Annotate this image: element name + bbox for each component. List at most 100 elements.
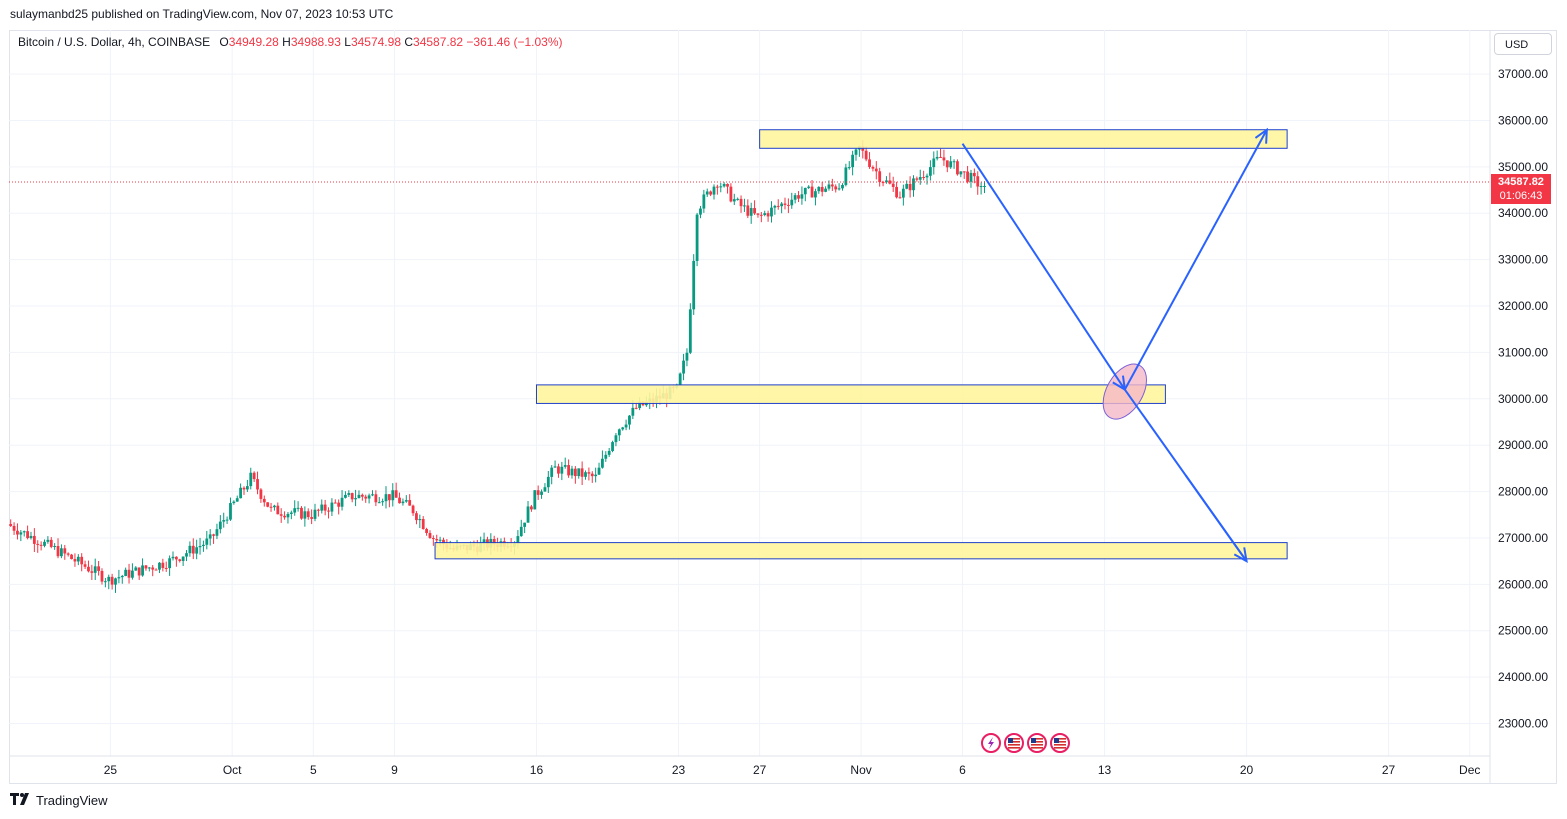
candle-body	[800, 194, 804, 199]
low-value: 34574.98	[350, 35, 401, 49]
candle-body	[810, 186, 814, 198]
open-value: 34949.28	[228, 35, 279, 49]
candle-body	[563, 465, 567, 467]
candle-body	[871, 167, 875, 169]
candle-body	[215, 529, 219, 536]
candle-body	[530, 506, 533, 510]
candle-body	[797, 195, 800, 199]
candle-body	[834, 186, 838, 190]
candle-body	[557, 466, 560, 474]
candle-body	[692, 260, 696, 310]
candle-body	[394, 490, 398, 498]
candle-body	[682, 360, 685, 374]
candle-body	[749, 208, 753, 216]
candle-body	[766, 213, 770, 217]
candle-body	[587, 472, 591, 474]
candle-body	[864, 150, 868, 160]
candle-body	[22, 531, 26, 533]
candle-body	[895, 186, 898, 198]
candle-body	[218, 521, 222, 530]
candle-body	[442, 539, 445, 545]
candle-body	[70, 554, 73, 560]
candle-body	[908, 183, 912, 191]
candle-body	[780, 203, 784, 207]
candle-body	[942, 157, 946, 161]
candle-body	[729, 186, 733, 202]
candle-body	[87, 566, 90, 572]
projection-drawings	[961, 127, 1268, 564]
price-tick-label: 36000.00	[1498, 113, 1548, 127]
candle-body	[976, 176, 980, 187]
candle-body	[347, 493, 351, 495]
candle-body	[73, 559, 77, 562]
time-axis: 25 Oct 5 9 16 23 27 Nov 6 13 20 27 Dec	[104, 763, 1481, 777]
candle-body	[712, 186, 716, 195]
flag-stripe	[1031, 747, 1043, 749]
candle-body	[151, 567, 155, 570]
candle-body	[807, 186, 811, 188]
candle-body	[266, 502, 270, 507]
chart-legend: Bitcoin / U.S. Dollar, 4h, COINBASE O349…	[18, 35, 563, 49]
candle-body	[607, 450, 611, 455]
price-tick-label: 24000.00	[1498, 670, 1548, 684]
symbol-name[interactable]: Bitcoin / U.S. Dollar, 4h, COINBASE	[18, 35, 211, 49]
candle-body	[722, 183, 726, 187]
time-tick-label: 13	[1098, 763, 1112, 777]
candle-body	[296, 507, 300, 509]
candle-body	[536, 490, 540, 495]
candle-body	[428, 532, 432, 539]
candle-body	[333, 502, 337, 504]
candle-body	[303, 511, 307, 519]
price-tick-label: 31000.00	[1498, 345, 1548, 359]
candle-body	[715, 186, 719, 188]
flag-stripe	[1031, 738, 1043, 740]
candle-body	[523, 522, 527, 527]
candle-body	[790, 199, 794, 206]
candle-body	[425, 529, 428, 533]
price-tick-label: 33000.00	[1498, 253, 1548, 267]
candle-body	[46, 539, 50, 542]
candle-body	[628, 415, 631, 425]
candle-body	[756, 213, 760, 215]
candle-body	[421, 519, 425, 530]
candle-body	[492, 538, 496, 545]
candle-body	[631, 407, 635, 416]
currency-button[interactable]: USD	[1494, 33, 1552, 55]
candle-body	[699, 208, 702, 215]
candle-body	[773, 205, 777, 208]
candle-body	[239, 487, 243, 499]
candle-body	[371, 494, 374, 496]
candle-body	[878, 171, 882, 183]
candle-body	[114, 578, 117, 585]
candle-body	[570, 468, 574, 476]
candle-body	[597, 467, 601, 475]
event-icons	[981, 733, 1070, 753]
candle-body	[9, 524, 13, 526]
us-flag-icon	[1050, 733, 1070, 753]
candle-body	[208, 534, 212, 539]
candle-body	[330, 502, 334, 512]
candle-body	[12, 525, 16, 531]
candle-body	[26, 531, 29, 539]
price-tick-label: 35000.00	[1498, 160, 1548, 174]
candle-body	[229, 503, 232, 520]
footer[interactable]: TradingView	[10, 793, 108, 808]
flag-stripe	[1054, 747, 1066, 749]
chart-frame[interactable]	[9, 30, 1557, 784]
time-tick-label: 16	[530, 763, 544, 777]
candle-body	[793, 195, 797, 200]
candle-body	[435, 539, 439, 541]
candle-body	[66, 553, 70, 555]
candle-body	[482, 539, 486, 544]
candle-body	[90, 571, 94, 573]
candle-body	[770, 207, 773, 217]
candle-body	[611, 442, 614, 451]
candle-body	[560, 466, 564, 474]
candle-body	[16, 530, 19, 535]
candle-body	[181, 556, 185, 561]
price-tick-label: 30000.00	[1498, 392, 1548, 406]
candle-body	[350, 493, 354, 500]
flag-canton	[1008, 738, 1013, 743]
candle-body	[533, 490, 537, 510]
